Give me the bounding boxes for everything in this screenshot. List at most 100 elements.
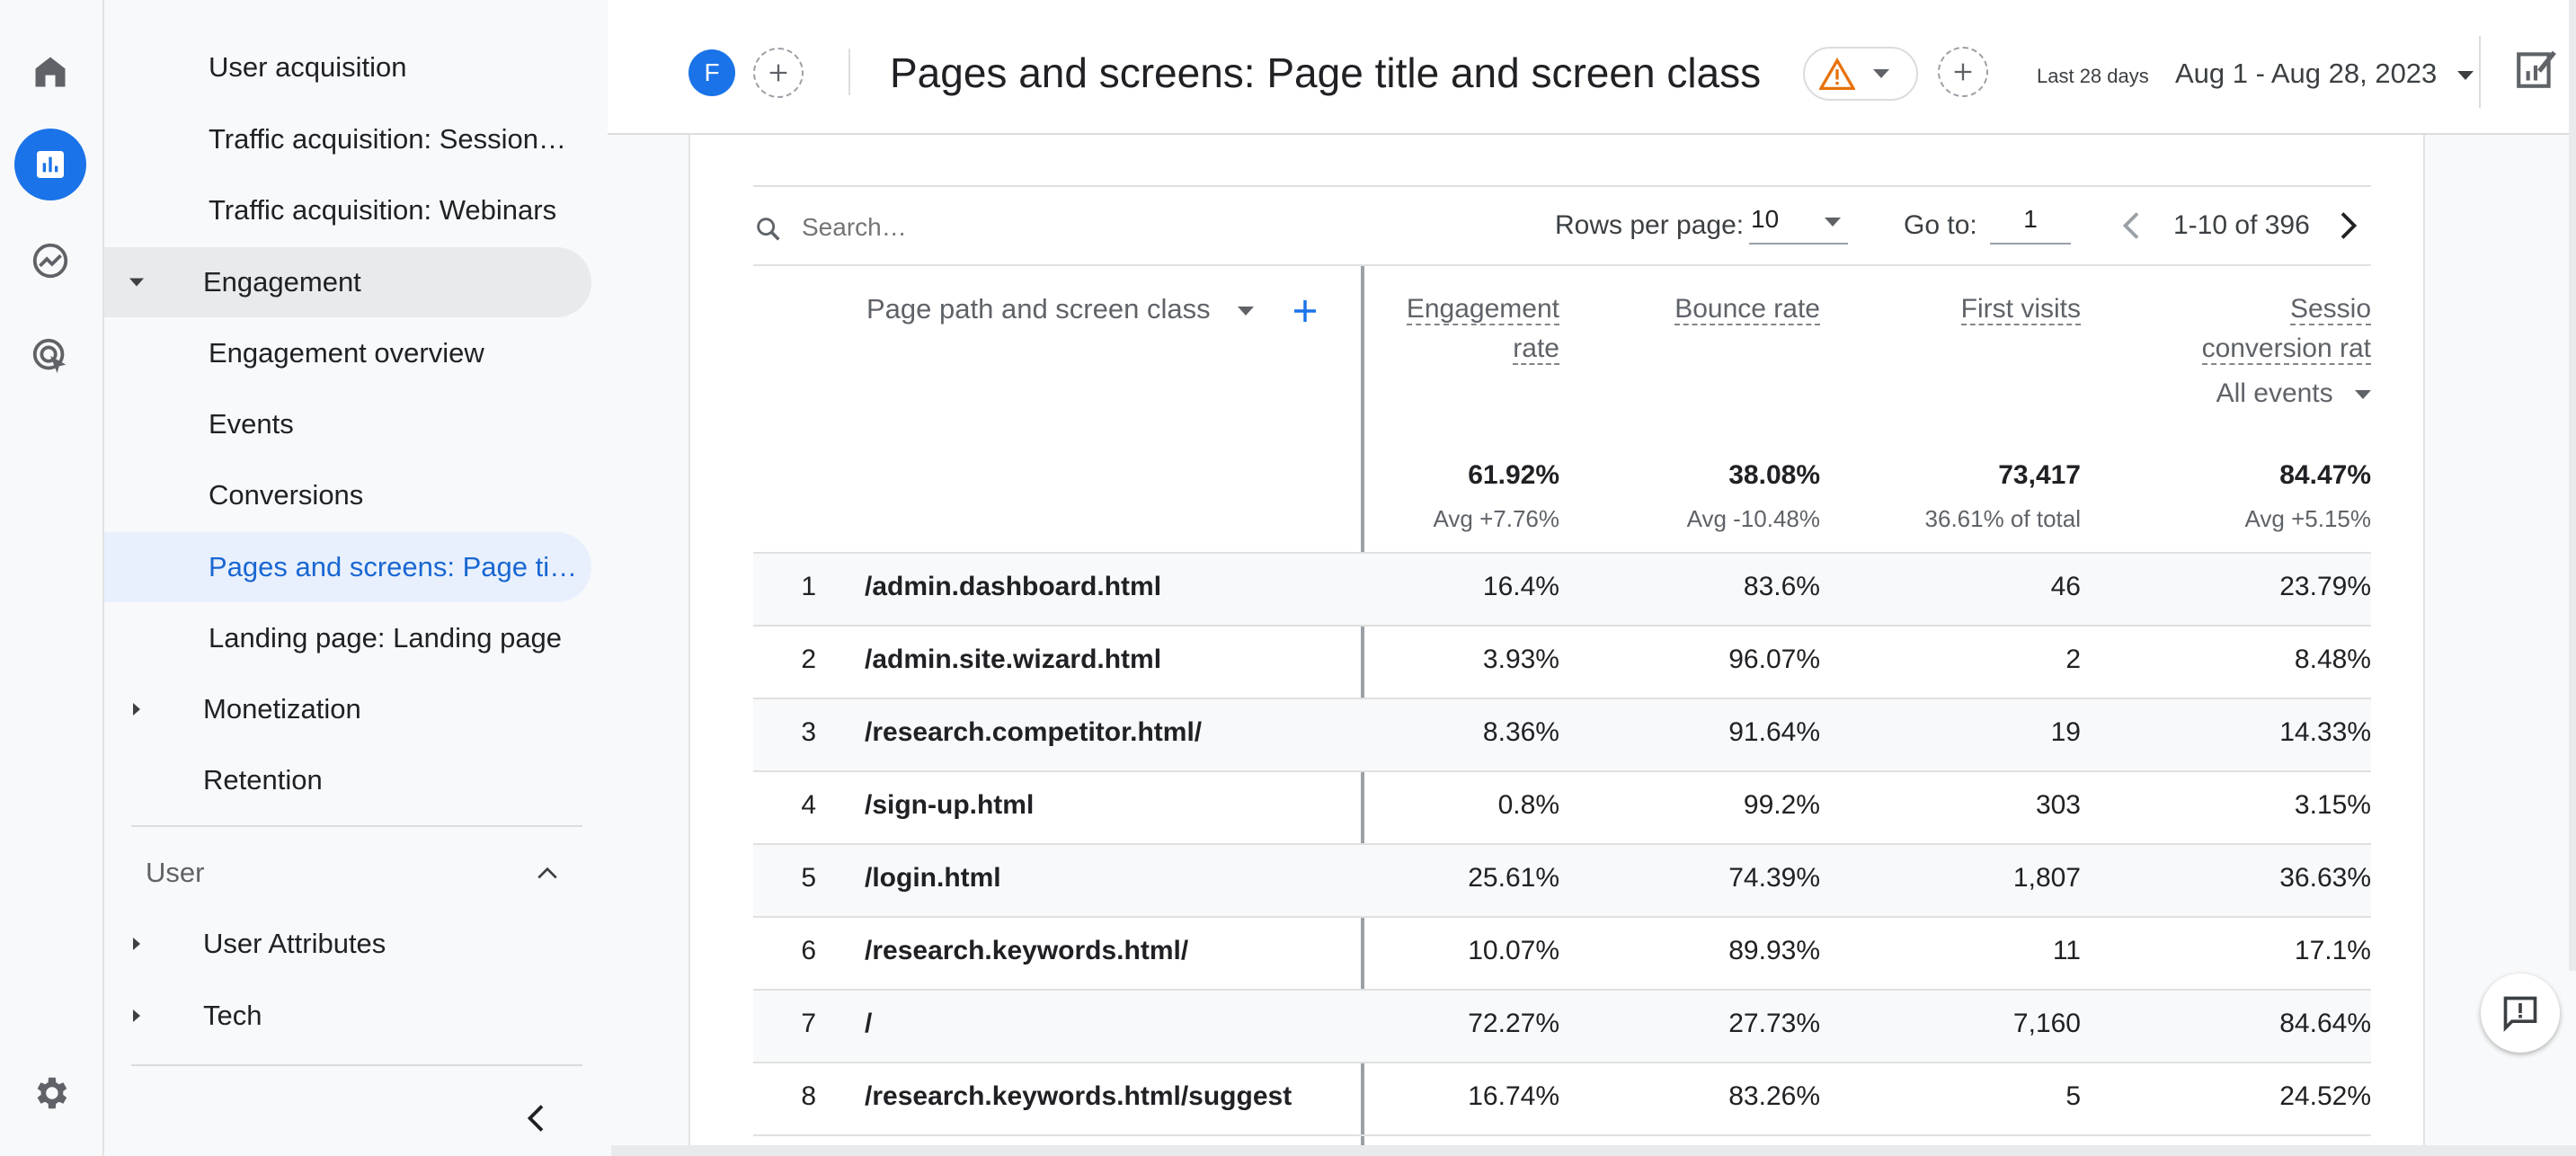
total-conversion-rate: 84.47% bbox=[2279, 460, 2371, 490]
nav-item-engagement-overview[interactable]: Engagement overview bbox=[104, 318, 591, 388]
table-row[interactable] bbox=[753, 843, 2371, 916]
collapse-chevron-left-icon[interactable] bbox=[525, 1102, 548, 1134]
date-range-value: Aug 1 - Aug 28, 2023 bbox=[2175, 58, 2438, 89]
nav-item-retention[interactable]: Retention bbox=[104, 745, 591, 815]
caret-down-icon bbox=[2355, 390, 2371, 400]
report-navigation: User acquisition Traffic acquisition: Se… bbox=[104, 0, 608, 1156]
go-to-label: Go to: bbox=[1904, 210, 1977, 240]
bounce-header-label: Bounce rate bbox=[1674, 294, 1820, 325]
total-first-visits: 73,417 bbox=[1998, 460, 2081, 490]
table-row[interactable] bbox=[753, 916, 2371, 989]
nav-group-engagement[interactable]: Engagement bbox=[104, 247, 591, 317]
row-number: 3 bbox=[801, 717, 816, 747]
nav-group-monetization[interactable]: Monetization bbox=[104, 674, 591, 744]
caret-down-icon bbox=[1825, 218, 1841, 227]
row-bounce-rate: 91.64% bbox=[1728, 717, 1820, 747]
engagement-header-line2: rate bbox=[1513, 333, 1559, 365]
rows-per-page-select[interactable]: 10 bbox=[1749, 205, 1848, 245]
row-number: 7 bbox=[801, 1009, 816, 1038]
row-engagement-rate: 10.07% bbox=[1468, 936, 1559, 965]
add-filter-button[interactable] bbox=[1938, 47, 1988, 97]
nav-section-user[interactable]: User bbox=[104, 838, 591, 908]
search-input[interactable] bbox=[800, 207, 1159, 248]
nav-group-label: Monetization bbox=[203, 693, 361, 725]
date-range-picker[interactable]: Aug 1 - Aug 28, 2023 bbox=[2175, 58, 2474, 90]
nav-group-tech[interactable]: Tech bbox=[104, 981, 591, 1051]
column-header-bounce-rate[interactable]: Bounce rate bbox=[1582, 289, 1820, 329]
row-engagement-rate: 3.93% bbox=[1482, 645, 1559, 674]
caret-down-icon bbox=[129, 278, 144, 287]
table-row[interactable] bbox=[753, 989, 2371, 1062]
table-row[interactable] bbox=[753, 552, 2371, 625]
table-row-divider bbox=[753, 1134, 2371, 1138]
add-comparison-button[interactable] bbox=[753, 48, 804, 98]
nav-item-label: Pages and screens: Page ti… bbox=[209, 551, 578, 582]
caret-down-icon bbox=[1873, 69, 1889, 78]
icon-rail bbox=[0, 0, 104, 1156]
conversion-header-line2: conversion rat bbox=[2201, 333, 2371, 365]
row-conversion-rate: 8.48% bbox=[2294, 645, 2371, 674]
settings-gear-icon[interactable] bbox=[14, 1057, 86, 1129]
pagination-range: 1-10 of 396 bbox=[2173, 210, 2310, 240]
nav-section-label: User bbox=[146, 857, 205, 888]
row-page-path: /sign-up.html bbox=[865, 790, 1035, 820]
feedback-button[interactable] bbox=[2481, 974, 2560, 1053]
nav-item-label: Traffic acquisition: Webinars bbox=[209, 194, 557, 226]
horizontal-scrollbar[interactable] bbox=[611, 1145, 2576, 1156]
caret-right-icon bbox=[133, 703, 140, 716]
row-page-path: /login.html bbox=[865, 863, 1001, 893]
row-bounce-rate: 83.26% bbox=[1728, 1081, 1820, 1111]
nav-item-user-acquisition[interactable]: User acquisition bbox=[104, 32, 591, 102]
date-range-hint: Last 28 days bbox=[2037, 65, 2149, 87]
comparison-avatar[interactable]: F bbox=[688, 49, 735, 96]
table-row[interactable] bbox=[753, 698, 2371, 770]
nav-group-label: User Attributes bbox=[203, 928, 386, 959]
data-quality-button[interactable] bbox=[1803, 47, 1918, 101]
nav-item-pages-and-screens[interactable]: Pages and screens: Page ti… bbox=[104, 532, 591, 602]
home-icon[interactable] bbox=[14, 36, 86, 108]
row-first-visits: 7,160 bbox=[2012, 1009, 2081, 1038]
explore-icon[interactable] bbox=[14, 225, 86, 297]
event-filter-dropdown[interactable]: All events bbox=[2103, 374, 2371, 413]
row-first-visits: 5 bbox=[2065, 1081, 2081, 1111]
total-engagement-sub: Avg +7.76% bbox=[1433, 505, 1559, 532]
table-row[interactable] bbox=[753, 625, 2371, 698]
dimension-column-header[interactable]: Page path and screen class bbox=[866, 293, 1255, 325]
caret-down-icon bbox=[2456, 70, 2474, 80]
table-card bbox=[688, 135, 2425, 1156]
table-row[interactable] bbox=[753, 770, 2371, 843]
row-engagement-rate: 72.27% bbox=[1468, 1009, 1559, 1038]
go-to-page-input[interactable]: 1 bbox=[1990, 205, 2071, 245]
rows-per-page-label: Rows per page: bbox=[1555, 210, 1745, 240]
customize-report-icon[interactable] bbox=[2513, 47, 2558, 92]
nav-item-label: Conversions bbox=[209, 479, 364, 511]
column-header-session-conversion-rate[interactable]: Sessio conversion rat All events bbox=[2103, 289, 2371, 413]
previous-page-chevron-icon[interactable] bbox=[2121, 209, 2143, 243]
nav-item-conversions[interactable]: Conversions bbox=[104, 460, 591, 530]
warning-icon bbox=[1819, 58, 1855, 90]
first-visits-header-label: First visits bbox=[1960, 294, 2081, 325]
nav-item-label: User acquisition bbox=[209, 51, 407, 83]
row-conversion-rate: 14.33% bbox=[2279, 717, 2371, 747]
total-bounce-sub: Avg -10.48% bbox=[1686, 505, 1820, 532]
advertising-icon[interactable] bbox=[14, 320, 86, 392]
reports-icon[interactable] bbox=[14, 129, 86, 200]
column-header-first-visits[interactable]: First visits bbox=[1843, 289, 2081, 329]
row-conversion-rate: 36.63% bbox=[2279, 863, 2371, 893]
add-dimension-plus-icon[interactable] bbox=[1291, 297, 1319, 325]
column-header-engagement-rate[interactable]: Engagement rate bbox=[1375, 289, 1559, 369]
rows-per-page-value: 10 bbox=[1751, 205, 1780, 233]
nav-item-events[interactable]: Events bbox=[104, 389, 591, 459]
table-row[interactable] bbox=[753, 1062, 2371, 1134]
conversion-header-line1: Sessio bbox=[2289, 294, 2371, 325]
next-page-chevron-icon[interactable] bbox=[2337, 209, 2358, 243]
vertical-scrollbar[interactable] bbox=[2569, 0, 2576, 971]
nav-item-landing-page[interactable]: Landing page: Landing page bbox=[104, 603, 591, 673]
nav-group-user-attributes[interactable]: User Attributes bbox=[104, 909, 591, 979]
row-page-path: /admin.dashboard.html bbox=[865, 572, 1162, 601]
search-icon bbox=[757, 218, 780, 241]
row-number: 5 bbox=[801, 863, 816, 893]
nav-item-traffic-acquisition-webinars[interactable]: Traffic acquisition: Webinars bbox=[104, 175, 591, 245]
nav-item-traffic-acquisition-session[interactable]: Traffic acquisition: Session… bbox=[104, 104, 591, 174]
row-conversion-rate: 23.79% bbox=[2279, 572, 2371, 601]
